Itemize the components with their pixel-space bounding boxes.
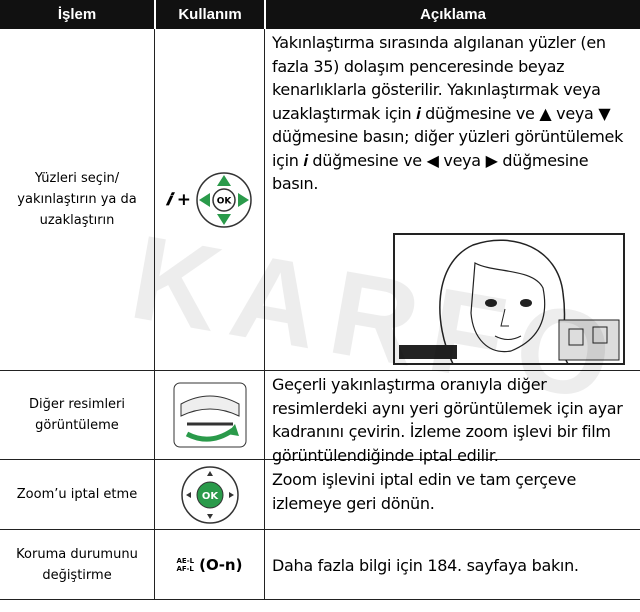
- description-text: Yakınlaştırma sırasında algılanan yüzler…: [272, 33, 624, 193]
- header-cell: Kullanım: [156, 0, 264, 29]
- usage-small-text: AF-L: [176, 564, 194, 573]
- usage-cell: OK: [155, 460, 265, 530]
- svg-text:OK: OK: [201, 491, 219, 502]
- ok-button-icon: OK: [180, 465, 239, 524]
- usage-text: (O‑n): [199, 555, 243, 574]
- svg-text:OK: OK: [217, 196, 233, 206]
- usage-cell: AE-L AF-L (O‑n): [155, 530, 265, 600]
- action-cell: Zoom’u iptal etme: [0, 460, 155, 530]
- header-cell: Açıklama: [266, 0, 640, 29]
- description-cell: Geçerli yakınlaştırma oranıyla diğer res…: [265, 371, 640, 465]
- face-illustration: [393, 233, 625, 365]
- ae-af-lock-label: AE-L AF-L: [177, 557, 195, 573]
- action-cell: Diğer resimleri görüntüleme: [0, 371, 155, 460]
- description-cell: Yakınlaştırma sırasında algılanan yüzler…: [265, 29, 640, 371]
- usage-cell: [155, 371, 265, 460]
- usage-small-text: AE-L: [176, 556, 195, 565]
- multi-selector-icon: OK: [196, 171, 252, 228]
- command-dial-icon: [173, 382, 246, 448]
- description-cell: Daha fazla bilgi için 184. sayfaya bakın…: [265, 530, 640, 600]
- action-cell: Yüzleri seçin/ yakınlaştırın ya da uzakl…: [0, 29, 155, 371]
- usage-text: 𝒊 +: [166, 189, 191, 210]
- description-cell: Zoom işlevini iptal edin ve tam çerçeve …: [265, 460, 640, 530]
- action-cell: Koruma durumunu değiştirme: [0, 530, 155, 600]
- header-cell: İşlem: [0, 0, 154, 29]
- usage-cell: 𝒊 + OK: [155, 29, 265, 371]
